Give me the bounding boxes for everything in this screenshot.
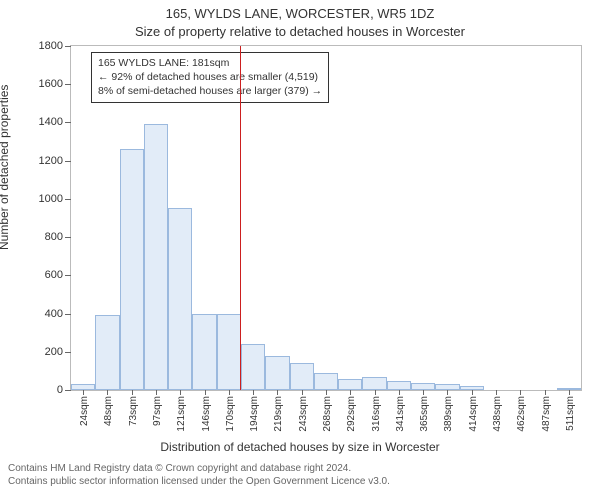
x-tick-label: 170sqm xyxy=(225,396,236,432)
y-tick-label: 1200 xyxy=(39,155,63,167)
y-tick-label: 600 xyxy=(45,269,63,281)
x-tick-label: 121sqm xyxy=(176,396,187,432)
x-tick-label: 73sqm xyxy=(128,396,139,426)
histogram-bar xyxy=(168,208,192,390)
histogram-bar xyxy=(217,314,241,390)
x-tick xyxy=(83,390,84,395)
x-tick-label: 97sqm xyxy=(152,396,163,426)
annotation-line2: ← 92% of detached houses are smaller (4,… xyxy=(98,70,322,84)
y-tick-label: 1800 xyxy=(39,40,63,52)
x-tick-label: 389sqm xyxy=(443,396,454,432)
chart-container: 165, WYLDS LANE, WORCESTER, WR5 1DZ Size… xyxy=(0,0,600,500)
x-tick xyxy=(545,390,546,395)
x-tick xyxy=(472,390,473,395)
x-tick xyxy=(205,390,206,395)
x-tick xyxy=(447,390,448,395)
histogram-bar xyxy=(95,315,119,390)
x-tick-label: 511sqm xyxy=(565,396,576,431)
y-tick-label: 1600 xyxy=(39,78,63,90)
x-tick-label: 414sqm xyxy=(468,396,479,432)
y-tick-label: 0 xyxy=(57,384,63,396)
footer: Contains HM Land Registry data © Crown c… xyxy=(8,462,390,488)
x-tick xyxy=(326,390,327,395)
x-tick xyxy=(350,390,351,395)
y-tick-label: 800 xyxy=(45,231,63,243)
y-tick xyxy=(65,390,71,391)
x-tick xyxy=(132,390,133,395)
annotation-line3: 8% of semi-detached houses are larger (3… xyxy=(98,84,322,98)
histogram-bar xyxy=(362,377,386,390)
y-axis-label: Number of detached properties xyxy=(0,85,11,250)
histogram-bar xyxy=(120,149,144,390)
chart-title: 165, WYLDS LANE, WORCESTER, WR5 1DZ xyxy=(0,6,600,21)
y-tick xyxy=(65,314,71,315)
x-tick-label: 243sqm xyxy=(298,396,309,432)
x-tick xyxy=(253,390,254,395)
x-axis-label: Distribution of detached houses by size … xyxy=(0,440,600,454)
histogram-bar xyxy=(387,381,411,390)
x-tick xyxy=(496,390,497,395)
chart-subtitle: Size of property relative to detached ho… xyxy=(0,24,600,39)
x-tick-label: 219sqm xyxy=(273,396,284,432)
x-tick xyxy=(399,390,400,395)
y-tick-label: 400 xyxy=(45,308,63,320)
histogram-bar xyxy=(265,356,289,390)
histogram-bar xyxy=(314,373,338,390)
annotation-line1: 165 WYLDS LANE: 181sqm xyxy=(98,56,322,70)
x-tick-label: 438sqm xyxy=(492,396,503,432)
y-tick xyxy=(65,275,71,276)
x-tick-label: 146sqm xyxy=(201,396,212,432)
x-tick-label: 48sqm xyxy=(103,396,114,426)
x-tick-label: 341sqm xyxy=(395,396,406,432)
x-tick xyxy=(156,390,157,395)
x-tick xyxy=(423,390,424,395)
x-tick-label: 268sqm xyxy=(322,396,333,432)
y-tick xyxy=(65,199,71,200)
y-tick xyxy=(65,237,71,238)
x-tick xyxy=(180,390,181,395)
histogram-bar xyxy=(241,344,265,390)
footer-line2: Contains public sector information licen… xyxy=(8,475,390,488)
y-tick xyxy=(65,46,71,47)
y-tick-label: 200 xyxy=(45,346,63,358)
y-tick-label: 1400 xyxy=(39,116,63,128)
footer-line1: Contains HM Land Registry data © Crown c… xyxy=(8,462,390,475)
x-tick-label: 194sqm xyxy=(249,396,260,432)
x-tick-label: 292sqm xyxy=(346,396,357,432)
marker-line xyxy=(240,46,241,390)
x-tick-label: 24sqm xyxy=(79,396,90,426)
x-tick xyxy=(107,390,108,395)
y-tick-label: 1000 xyxy=(39,193,63,205)
x-tick xyxy=(520,390,521,395)
histogram-bar xyxy=(144,124,168,390)
x-tick-label: 487sqm xyxy=(541,396,552,432)
histogram-bar xyxy=(290,363,314,390)
y-tick xyxy=(65,84,71,85)
histogram-bar xyxy=(338,379,362,390)
y-tick xyxy=(65,352,71,353)
y-tick xyxy=(65,122,71,123)
x-tick xyxy=(569,390,570,395)
histogram-bar xyxy=(192,314,216,390)
annotation-box: 165 WYLDS LANE: 181sqm ← 92% of detached… xyxy=(91,52,329,103)
plot-area: 165 WYLDS LANE: 181sqm ← 92% of detached… xyxy=(70,46,581,391)
histogram-bar xyxy=(411,383,435,390)
x-tick xyxy=(302,390,303,395)
x-tick-label: 365sqm xyxy=(419,396,430,432)
x-tick-label: 462sqm xyxy=(516,396,527,432)
y-tick xyxy=(65,161,71,162)
x-tick xyxy=(229,390,230,395)
x-tick xyxy=(375,390,376,395)
x-tick-label: 316sqm xyxy=(371,396,382,432)
x-tick xyxy=(277,390,278,395)
